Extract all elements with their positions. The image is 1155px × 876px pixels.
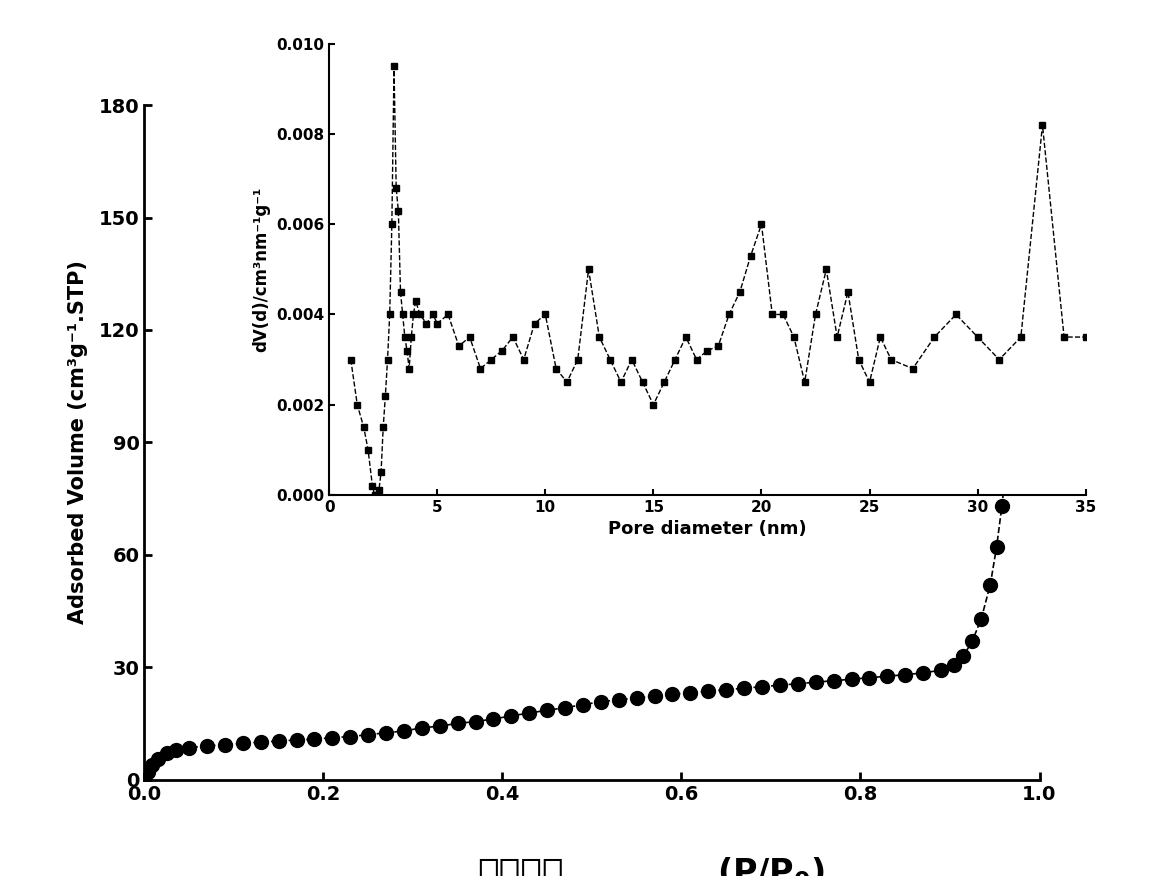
Text: 相对压力: 相对压力 [477,858,564,876]
X-axis label: Pore diameter (nm): Pore diameter (nm) [609,520,806,539]
Text: $\mathbf{(P/P_0)}$: $\mathbf{(P/P_0)}$ [717,855,825,876]
Y-axis label: dV(d)/cm³nm⁻¹g⁻¹: dV(d)/cm³nm⁻¹g⁻¹ [253,187,270,352]
Y-axis label: Adsorbed Volume (cm³g⁻¹.STP): Adsorbed Volume (cm³g⁻¹.STP) [68,260,88,625]
